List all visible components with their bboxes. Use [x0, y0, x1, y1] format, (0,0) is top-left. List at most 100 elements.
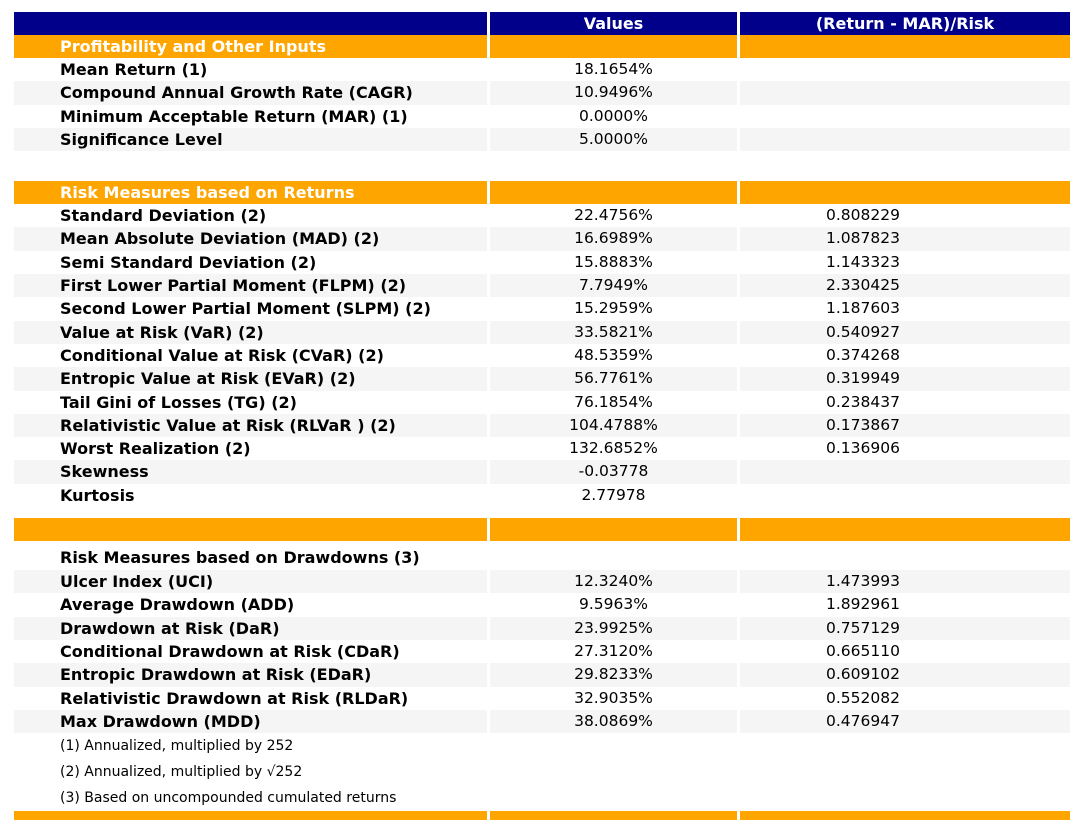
section-header-label: [14, 518, 487, 542]
table-bottom-border: [14, 811, 1070, 820]
table-row: Conditional Drawdown at Risk (CDaR) 27.31…: [14, 639, 1070, 664]
table-row: Second Lower Partial Moment (SLPM) (2) 15…: [14, 297, 1070, 321]
metric-value: 23.9925%: [490, 616, 737, 640]
table-row: Worst Realization (2) 132.6852% 0.136906: [14, 437, 1070, 461]
metric-risk: 1.087823: [740, 227, 1070, 251]
table-row: Entropic Value at Risk (EVaR) (2) 56.7761…: [14, 367, 1070, 391]
column-header-empty: [14, 12, 487, 35]
metric-label: Max Drawdown (MDD): [14, 709, 487, 734]
table-row: Skewness -0.03778: [14, 460, 1070, 484]
metric-value: 15.8883%: [490, 250, 737, 275]
metric-value: 76.1854%: [490, 390, 737, 414]
metric-risk: 1.473993: [740, 570, 1070, 594]
metric-label: Second Lower Partial Moment (SLPM) (2): [14, 297, 487, 321]
metric-label: Value at Risk (VaR) (2): [14, 320, 487, 344]
metric-label: Mean Absolute Deviation (MAD) (2): [14, 227, 487, 251]
metric-risk: [740, 81, 1070, 105]
metric-risk: [740, 460, 1070, 484]
metric-label: Semi Standard Deviation (2): [14, 250, 487, 275]
metric-label: Standard Deviation (2): [14, 204, 487, 228]
section-header-label: Risk Measures based on Returns: [14, 181, 487, 205]
footnote: (2) Annualized, multiplied by √252: [60, 764, 303, 781]
metric-risk: 1.143323: [740, 250, 1070, 275]
metric-risk: 1.892961: [740, 593, 1070, 617]
metric-label: Ulcer Index (UCI): [14, 570, 487, 594]
metric-value: [490, 181, 737, 205]
footnote: (1) Annualized, multiplied by 252: [60, 738, 294, 755]
metric-risk: 0.540927: [740, 320, 1070, 344]
metric-risk: 0.757129: [740, 616, 1070, 640]
metric-value: 0.0000%: [490, 104, 737, 128]
table-row: Semi Standard Deviation (2) 15.8883% 1.143…: [14, 250, 1070, 275]
metric-value: 38.0869%: [490, 709, 737, 734]
metric-risk: [740, 127, 1070, 152]
table-row: Mean Absolute Deviation (MAD) (2) 16.6989…: [14, 227, 1070, 251]
metric-label: Drawdown at Risk (DaR): [14, 616, 487, 640]
metric-risk: [740, 58, 1070, 82]
metric-value: 29.8233%: [490, 663, 737, 687]
table-row: Relativistic Drawdown at Risk (RLDaR) 32.…: [14, 686, 1070, 710]
metric-value: [490, 35, 737, 58]
metric-value: 104.4788%: [490, 413, 737, 438]
section-header-row: [14, 518, 1070, 542]
metric-value: 15.2959%: [490, 297, 737, 321]
metric-label: Entropic Value at Risk (EVaR) (2): [14, 367, 487, 391]
metric-value: 18.1654%: [490, 58, 737, 82]
table-row: Ulcer Index (UCI) 12.3240% 1.473993: [14, 570, 1070, 594]
metric-value: 10.9496%: [490, 81, 737, 105]
table-row: Tail Gini of Losses (TG) (2) 76.1854% 0.23…: [14, 390, 1070, 414]
metric-value: 5.0000%: [490, 127, 737, 152]
column-header-risk: (Return - MAR)/Risk: [740, 12, 1070, 35]
metric-risk: 1.187603: [740, 297, 1070, 321]
metric-label: Kurtosis: [14, 483, 487, 508]
section-header-row: Risk Measures based on Returns: [14, 181, 1070, 205]
subsection-title: Risk Measures based on Drawdowns (3): [14, 545, 487, 571]
metric-label: Average Drawdown (ADD): [14, 593, 487, 617]
metric-value: 16.6989%: [490, 227, 737, 251]
metric-value: 9.5963%: [490, 593, 737, 617]
table-row: Significance Level 5.0000%: [14, 127, 1070, 152]
table-row: First Lower Partial Moment (FLPM) (2) 7.7…: [14, 274, 1070, 298]
metric-label: Mean Return (1): [14, 58, 487, 82]
risk-report-table: Values (Return - MAR)/Risk Profitability…: [14, 12, 1070, 820]
metric-value: [490, 811, 737, 820]
table-row: Value at Risk (VaR) (2) 33.5821% 0.540927: [14, 320, 1070, 344]
table-row: Kurtosis 2.77978: [14, 483, 1070, 508]
metric-label: Conditional Drawdown at Risk (CDaR): [14, 639, 487, 664]
metric-risk: [740, 35, 1070, 58]
metric-value: 33.5821%: [490, 320, 737, 344]
footnote: (3) Based on uncompounded cumulated retu…: [60, 790, 397, 807]
row-gap: [14, 507, 1070, 518]
metric-label: First Lower Partial Moment (FLPM) (2): [14, 274, 487, 298]
subsection-title-row: Risk Measures based on Drawdowns (3): [14, 545, 1070, 571]
metric-label: Entropic Drawdown at Risk (EDaR): [14, 663, 487, 687]
metric-risk: [740, 545, 1070, 571]
metric-value: 56.7761%: [490, 367, 737, 391]
metric-risk: 0.319949: [740, 367, 1070, 391]
table-row: Minimum Acceptable Return (MAR) (1) 0.000…: [14, 104, 1070, 128]
metric-risk: [740, 483, 1070, 508]
metric-value: 12.3240%: [490, 570, 737, 594]
row-gap: [14, 151, 1070, 181]
metric-value: 2.77978: [490, 483, 737, 508]
column-header-row: Values (Return - MAR)/Risk: [14, 12, 1070, 35]
table-row: Mean Return (1) 18.1654%: [14, 58, 1070, 82]
metric-label: Minimum Acceptable Return (MAR) (1): [14, 104, 487, 128]
table-row: Conditional Value at Risk (CVaR) (2) 48.5…: [14, 343, 1070, 368]
table-row: Drawdown at Risk (DaR) 23.9925% 0.757129: [14, 616, 1070, 640]
table-row: Average Drawdown (ADD) 9.5963% 1.892961: [14, 593, 1070, 617]
metric-value: 7.7949%: [490, 274, 737, 298]
metric-label: Skewness: [14, 460, 487, 484]
metric-label: Relativistic Drawdown at Risk (RLDaR): [14, 686, 487, 710]
metric-label: Worst Realization (2): [14, 437, 487, 461]
metric-risk: 0.665110: [740, 639, 1070, 664]
metric-risk: 0.552082: [740, 686, 1070, 710]
metric-value: 48.5359%: [490, 343, 737, 368]
metric-label: Compound Annual Growth Rate (CAGR): [14, 81, 487, 105]
table-row: Max Drawdown (MDD) 38.0869% 0.476947: [14, 709, 1070, 734]
metric-risk: 0.476947: [740, 709, 1070, 734]
metric-value: -0.03778: [490, 460, 737, 484]
table-row: Compound Annual Growth Rate (CAGR) 10.949…: [14, 81, 1070, 105]
metric-risk: 0.238437: [740, 390, 1070, 414]
table-row: Entropic Drawdown at Risk (EDaR) 29.8233%…: [14, 663, 1070, 687]
